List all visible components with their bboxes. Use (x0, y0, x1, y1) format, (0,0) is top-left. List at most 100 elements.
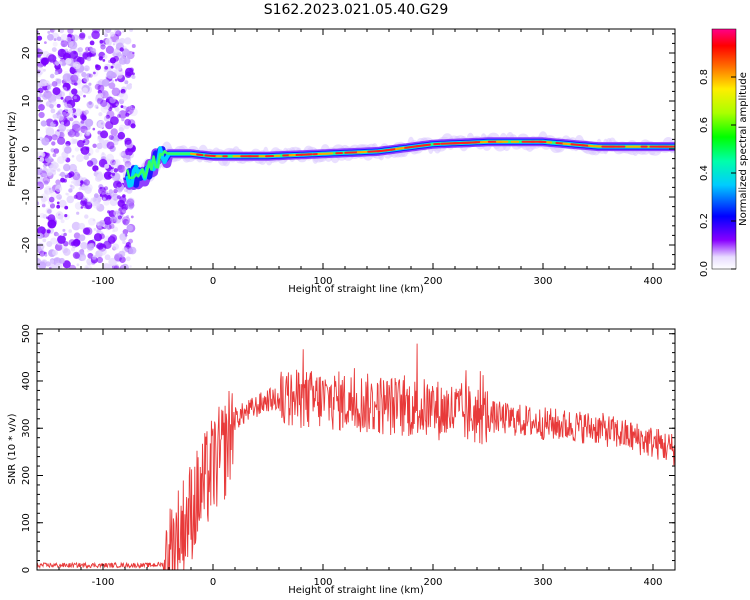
noise-dot (125, 154, 131, 160)
noise-dot (121, 153, 126, 158)
noise-dot (66, 195, 75, 204)
noise-dot (68, 40, 78, 50)
noise-dot (126, 198, 135, 207)
noise-dot (113, 168, 119, 173)
noise-dot (103, 186, 109, 191)
noise-dot (53, 148, 60, 154)
noise-dot (83, 227, 91, 235)
noise-dot (112, 229, 115, 233)
noise-dot (66, 82, 69, 86)
noise-dot (42, 173, 47, 177)
noise-dot (73, 95, 77, 100)
noise-dot (78, 222, 86, 230)
noise-dot (38, 104, 45, 111)
noise-dot (65, 58, 72, 65)
noise-dot (116, 181, 122, 188)
noise-dot (57, 136, 66, 145)
spectrogram-data (37, 29, 675, 269)
noise-dot (87, 252, 94, 259)
noise-dot (112, 226, 119, 232)
noise-dot (118, 110, 128, 119)
noise-dot (121, 118, 125, 122)
noise-dot (61, 233, 64, 236)
noise-dot (52, 249, 58, 256)
noise-dot (83, 179, 91, 186)
noise-dot (70, 241, 76, 246)
noise-dot (46, 229, 51, 234)
y-tick-label: 300 (21, 419, 32, 438)
noise-dot (102, 197, 106, 201)
noise-dot (80, 120, 85, 124)
noise-dot (117, 215, 122, 220)
noise-dot (57, 235, 66, 244)
noise-dot (71, 138, 75, 141)
noise-dot (83, 76, 89, 83)
noise-dot (46, 241, 53, 247)
noise-dot (45, 261, 51, 267)
noise-dot (90, 256, 98, 264)
noise-dot (39, 49, 44, 55)
noise-dot (61, 61, 67, 67)
noise-dot (94, 193, 99, 199)
noise-dot (71, 181, 74, 184)
noise-dot (101, 141, 109, 149)
noise-dot (97, 92, 104, 99)
noise-dot (131, 44, 136, 48)
noise-dot (119, 92, 129, 102)
noise-dot (132, 51, 135, 55)
noise-dot (82, 140, 86, 144)
noise-dot (50, 108, 56, 114)
noise-dot (60, 177, 66, 183)
noise-dot (73, 51, 77, 55)
noise-dot (37, 87, 44, 94)
noise-dot (44, 41, 47, 44)
noise-dot (119, 256, 126, 264)
noise-dot (119, 233, 127, 241)
noise-dot (86, 56, 92, 62)
noise-dot (51, 47, 57, 52)
noise-dot (126, 201, 134, 210)
colorbar-ticks: 0.0 0.2 0.4 0.6 0.8 (699, 69, 736, 277)
noise-dot (103, 199, 110, 206)
noise-dot (58, 214, 64, 220)
noise-dot (57, 156, 65, 164)
noise-dot (121, 48, 130, 56)
noise-dot (80, 242, 88, 250)
noise-dot (37, 226, 46, 235)
noise-dot (93, 71, 96, 75)
noise-dot (116, 195, 121, 200)
noise-dot (117, 111, 121, 115)
noise-dot (100, 130, 109, 139)
noise-dot (78, 234, 86, 242)
noise-dot (79, 32, 86, 39)
noise-dot (125, 67, 134, 77)
noise-dot (68, 264, 77, 269)
noise-dot (53, 119, 58, 125)
noise-dot (126, 215, 129, 218)
noise-dot (80, 146, 90, 155)
noise-dot (116, 93, 120, 97)
noise-dot (38, 261, 47, 269)
noise-dot (49, 73, 55, 79)
noise-dot (112, 43, 116, 46)
y-tick-label: 400 (21, 371, 32, 390)
noise-dot (84, 182, 87, 185)
noise-dot (49, 259, 55, 264)
noise-dot (73, 72, 80, 79)
noise-dot (130, 123, 136, 129)
noise-dot (67, 29, 74, 34)
noise-dot (112, 265, 118, 269)
noise-dot (74, 181, 80, 186)
noise-dot (125, 223, 128, 226)
noise-dot (47, 209, 52, 214)
noise-dot (115, 103, 119, 106)
noise-dot (85, 266, 89, 269)
noise-dot (103, 31, 107, 35)
noise-dot (47, 222, 53, 228)
noise-dot (108, 223, 115, 229)
noise-dot (120, 237, 125, 242)
noise-dot (60, 134, 64, 137)
noise-dot (96, 242, 104, 250)
y-tick-label: -10 (21, 189, 32, 205)
noise-dot (38, 111, 45, 119)
